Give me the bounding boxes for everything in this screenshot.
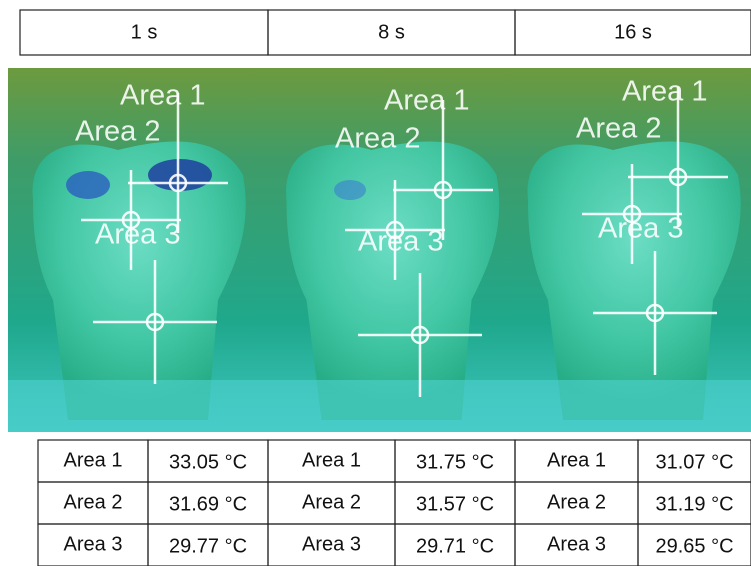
time-label: 1 s [131, 21, 158, 43]
area-name: Area 1 [302, 449, 361, 471]
image-base [8, 380, 268, 432]
thermal-image: Area 1 Area 2 Area 3 [515, 68, 751, 432]
area-overlay-label: Area 2 [75, 116, 160, 148]
area-name: Area 3 [547, 533, 606, 555]
temperature: 31.75 °C [416, 451, 494, 473]
figure-layer: 1 s Area 1 Area 2 Area 3 Area 1 33.05 °C Area … [8, 10, 751, 566]
area-name: Area 3 [302, 533, 361, 555]
thermal-image: Area 1 Area 2 Area 3 [8, 68, 268, 432]
time-label: 16 s [614, 21, 652, 43]
area-overlay-label: Area 1 [120, 80, 205, 112]
area-overlay-label: Area 3 [358, 226, 443, 258]
image-base [515, 380, 751, 432]
temperature: 29.71 °C [416, 535, 494, 557]
thermal-image: Area 1 Area 2 Area 3 [268, 68, 515, 432]
temperature: 31.57 °C [416, 493, 494, 515]
temperature: 31.19 °C [655, 493, 733, 515]
temperature: 31.69 °C [169, 493, 247, 515]
area-overlay-label: Area 3 [598, 213, 683, 245]
area-name: Area 2 [64, 491, 123, 513]
figure: 1 s Area 1 Area 2 Area 3 Area 1 33.05 °C Area … [0, 0, 751, 566]
area-name: Area 1 [64, 449, 123, 471]
cold-spot [66, 171, 110, 199]
area-overlay-label: Area 1 [384, 85, 469, 117]
temperature: 33.05 °C [169, 451, 247, 473]
area-overlay-label: Area 3 [95, 219, 180, 251]
area-name: Area 1 [547, 449, 606, 471]
temperature: 31.07 °C [655, 451, 733, 473]
area-overlay-label: Area 2 [335, 123, 420, 155]
area-name: Area 2 [302, 491, 361, 513]
temperature: 29.65 °C [655, 535, 733, 557]
cold-spot [334, 180, 366, 200]
time-label: 8 s [378, 21, 405, 43]
area-name: Area 3 [64, 533, 123, 555]
area-name: Area 2 [547, 491, 606, 513]
area-overlay-label: Area 2 [576, 113, 661, 145]
area-overlay-label: Area 1 [622, 76, 707, 108]
image-base [268, 380, 515, 432]
temperature: 29.77 °C [169, 535, 247, 557]
